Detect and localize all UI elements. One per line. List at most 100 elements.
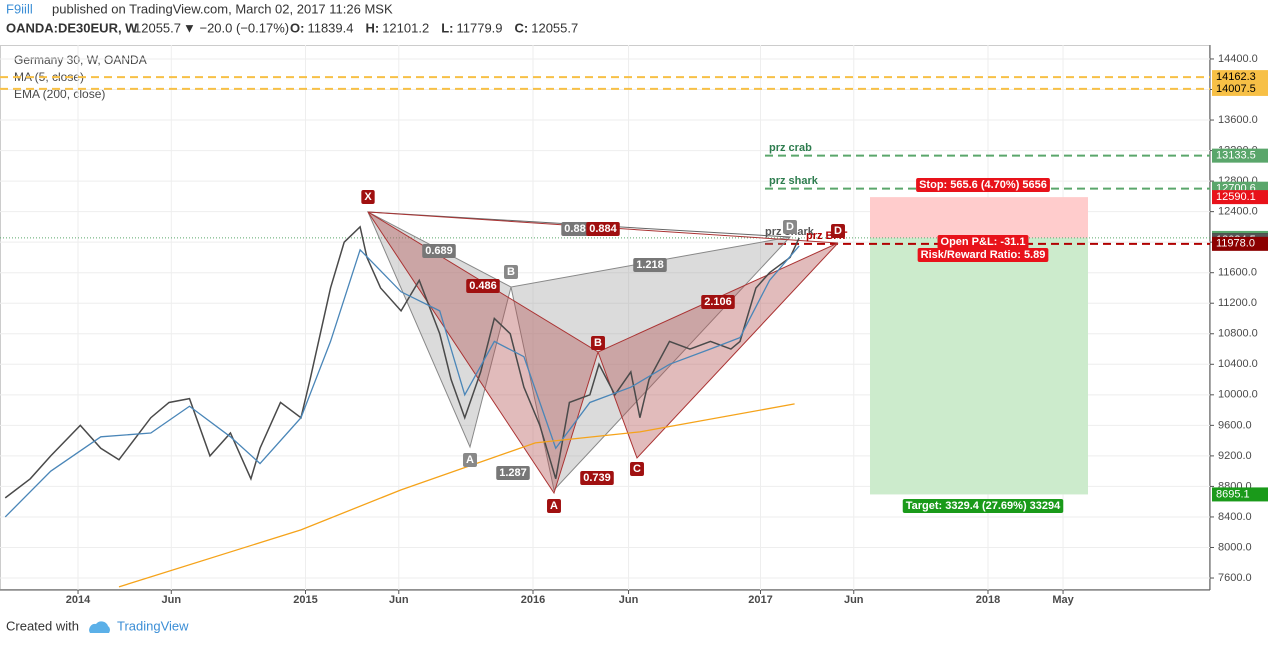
stop-label: Stop: 565.6 (4.70%) 5656 [919, 179, 1047, 191]
target-label: Target: 3329.4 (27.69%) 33294 [906, 500, 1061, 512]
legend-entry: EMA (200, close) [14, 87, 105, 101]
ratio-label-bg [561, 222, 589, 236]
point-label-bg [504, 265, 518, 279]
ratio-label-bg [701, 295, 735, 309]
rr-label-bg [917, 248, 1049, 262]
y-tick-label: 13600.0 [1218, 114, 1258, 126]
stop-zone [870, 197, 1088, 238]
ratio-label: 0.884 [589, 223, 617, 235]
y-tick-label: 8000.0 [1218, 541, 1252, 553]
price-label-bg [1212, 190, 1268, 205]
y-tick-label: 10400.0 [1218, 358, 1258, 370]
x-tick-label: Jun [389, 594, 409, 606]
y-tick-label: 11200.0 [1218, 297, 1257, 309]
price-label: 8695.1 [1216, 488, 1250, 500]
ohlc-item: 12055.7 [531, 20, 578, 35]
ratio-label: 0.689 [425, 245, 453, 257]
y-tick-label: 8400.0 [1218, 511, 1252, 523]
ratio-label-bg [586, 222, 620, 236]
point-label-bg [831, 224, 845, 238]
point-label: A [550, 500, 558, 512]
point-label-bg [361, 190, 375, 204]
x-tick-label: Jun [162, 594, 182, 606]
x-tick-label: Jun [619, 594, 639, 606]
ratio-label: 0.486 [469, 280, 497, 292]
x-tick-label: 2016 [521, 594, 545, 606]
prz-label: prz shark [769, 175, 819, 187]
ratio-label: 0.739 [583, 472, 611, 484]
change: ▼ −20.0 (−0.17%) [183, 20, 289, 35]
ohlc-item: L: [441, 20, 453, 35]
y-tick-label: 12400.0 [1218, 206, 1258, 218]
price-label-bg [1212, 487, 1268, 502]
ratio-label: 2.106 [704, 296, 732, 308]
ohlc-item: O: [290, 20, 304, 35]
target-label-bg [902, 499, 1064, 513]
pnl-label: Open P&L: -31.1 [941, 236, 1026, 248]
point-label-bg [547, 499, 561, 513]
y-tick-label: 10800.0 [1218, 328, 1258, 340]
price-label: 14007.5 [1216, 83, 1256, 95]
last: 12055.7 [134, 20, 181, 35]
point-label: D [786, 221, 794, 233]
prz-label: prz crab [769, 142, 812, 154]
x-tick-label: Jun [844, 594, 864, 606]
ratio-label-bg [422, 244, 456, 258]
point-label: B [507, 266, 515, 278]
footer-logo [89, 621, 110, 633]
price-label-bg [1212, 236, 1268, 251]
point-label: A [466, 454, 474, 466]
ratio-label-bg [496, 466, 530, 480]
legend-entry: MA (5, close) [14, 70, 84, 84]
x-tick-label: 2015 [293, 594, 317, 606]
ohlc-item: 11839.4 [307, 20, 353, 35]
price-label: 11978.0 [1216, 238, 1255, 250]
ratio-label-bg [466, 279, 500, 293]
point-label-bg [630, 462, 644, 476]
x-tick-label: 2017 [748, 594, 772, 606]
point-label: X [364, 191, 372, 203]
y-tick-label: 11600.0 [1218, 267, 1257, 279]
author[interactable]: F9iill [6, 1, 33, 16]
point-label: C [633, 463, 641, 475]
price-label-bg [1212, 70, 1268, 85]
point-label-bg [463, 453, 477, 467]
rr-label: Risk/Reward Ratio: 5.89 [921, 249, 1046, 261]
price-label: 12590.1 [1216, 191, 1256, 203]
pnl-label-bg [937, 235, 1029, 249]
y-tick-label: 9600.0 [1218, 419, 1252, 431]
target-zone [870, 237, 1088, 495]
price-label: 14162.3 [1216, 71, 1256, 83]
price-label-bg [1212, 81, 1268, 96]
x-tick-label: 2018 [976, 594, 1000, 606]
ratio-label: 1.287 [499, 467, 527, 479]
legend-title: Germany 30, W, OANDA [14, 53, 147, 67]
ohlc-item: H: [365, 20, 379, 35]
ma-line [4, 245, 800, 518]
ohlc-item: 11779.9 [456, 20, 502, 35]
published: published on TradingView.com, March 02, … [52, 1, 393, 16]
ratio-label-bg [580, 471, 614, 485]
y-tick-label: 14400.0 [1218, 53, 1258, 65]
point-label-bg [783, 220, 797, 234]
ratio-label-bg [633, 258, 667, 272]
y-tick-label: 9200.0 [1218, 450, 1252, 462]
y-tick-label: 10000.0 [1218, 389, 1258, 401]
ohlc-item: 12101.2 [382, 20, 429, 35]
point-label: D [834, 225, 842, 237]
point-label-bg [591, 336, 605, 350]
x-tick-label: May [1052, 594, 1074, 606]
price-label: 13133.5 [1216, 150, 1256, 162]
ohlc-item: C: [515, 20, 529, 35]
ratio-label: 0.88 [564, 223, 585, 235]
ratio-label: 1.218 [636, 259, 664, 271]
ohlc: O: 11839.4 H: 12101.2 L: 11779.9 C: 12055.7 [290, 20, 578, 35]
stop-label-bg [916, 178, 1050, 192]
price-line [4, 225, 800, 499]
price-label-bg [1212, 148, 1268, 163]
footer-brand[interactable]: TradingView [117, 618, 189, 633]
y-tick-label: 7600.0 [1218, 572, 1252, 584]
point-label: B [594, 337, 602, 349]
